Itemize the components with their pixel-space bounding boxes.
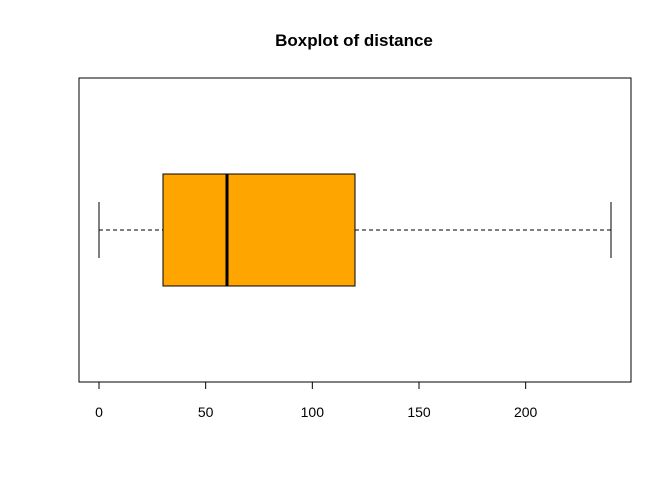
- chart-title: Boxplot of distance: [275, 31, 433, 50]
- x-tick-label: 200: [514, 404, 538, 420]
- iqr-box: [162, 173, 356, 287]
- boxplot-marks: [98, 173, 612, 287]
- x-tick-label: 150: [407, 404, 431, 420]
- x-axis: 0 50 100 150 200: [95, 381, 538, 420]
- x-tick-label: 100: [301, 404, 325, 420]
- x-tick-label: 0: [95, 404, 103, 420]
- x-tick-label: 50: [198, 404, 214, 420]
